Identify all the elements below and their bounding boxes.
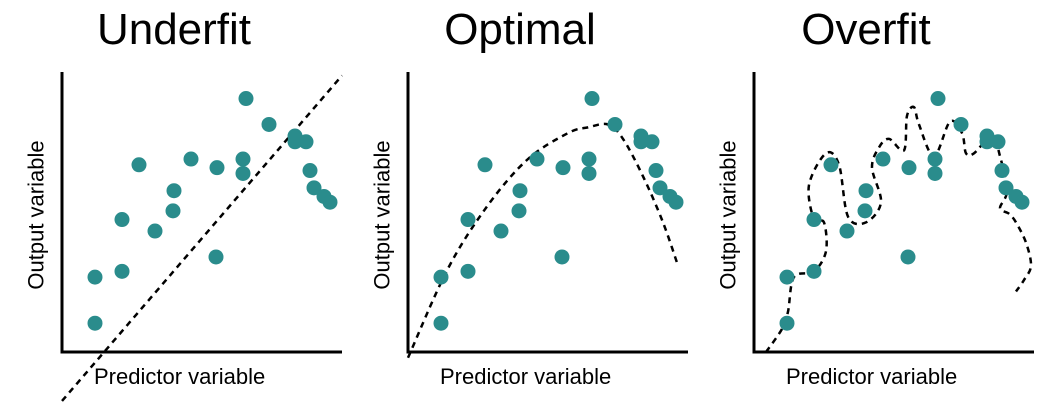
data-point	[511, 203, 527, 219]
data-point	[114, 263, 130, 279]
data-point	[147, 223, 163, 239]
data-point	[779, 315, 795, 331]
data-point	[322, 194, 338, 210]
data-point	[460, 263, 476, 279]
data-point	[779, 269, 795, 285]
data-point	[238, 91, 254, 107]
data-point	[433, 315, 449, 331]
data-point	[998, 180, 1014, 196]
data-point	[529, 151, 545, 167]
data-point	[166, 183, 182, 199]
fit-curve	[406, 122, 680, 359]
data-point	[901, 160, 917, 176]
data-point	[839, 223, 855, 239]
data-point	[302, 163, 318, 179]
data-point	[208, 249, 224, 265]
data-point	[581, 151, 597, 167]
x-axis-label: Predictor variable	[786, 364, 958, 389]
data-point	[979, 128, 995, 144]
underfit-plot	[60, 72, 343, 402]
data-point	[493, 223, 509, 239]
data-point	[584, 91, 600, 107]
underfit-panel: Underfit Predictor variable Output varia…	[0, 0, 348, 402]
data-point	[306, 180, 322, 196]
data-point	[477, 157, 493, 173]
data-point	[823, 157, 839, 173]
data-point	[235, 151, 251, 167]
data-point	[990, 134, 1006, 150]
optimal-panel: Optimal Predictor variable Output variab…	[346, 0, 694, 402]
data-point	[87, 315, 103, 331]
data-point	[806, 212, 822, 228]
x-axis-label: Predictor variable	[94, 364, 266, 389]
data-point	[668, 194, 684, 210]
data-point	[633, 128, 649, 144]
data-point	[433, 269, 449, 285]
data-point	[235, 165, 251, 181]
y-axis-label: Output variable	[369, 140, 395, 290]
y-axis-label: Output variable	[23, 140, 49, 290]
data-point	[900, 249, 916, 265]
data-point	[581, 165, 597, 181]
chart-title: Overfit	[801, 5, 931, 54]
data-point	[460, 212, 476, 228]
data-point	[114, 212, 130, 228]
data-point	[927, 165, 943, 181]
data-point	[607, 116, 623, 132]
data-point	[652, 180, 668, 196]
chart-title: Underfit	[96, 5, 252, 54]
data-point	[648, 163, 664, 179]
data-point	[209, 160, 225, 176]
chart-title: Optimal	[444, 5, 596, 54]
data-point	[953, 116, 969, 132]
data-point	[165, 203, 181, 219]
data-point	[927, 151, 943, 167]
y-axis-label: Output variable	[715, 140, 741, 290]
data-point	[806, 263, 822, 279]
data-point	[554, 249, 570, 265]
data-point	[1014, 194, 1030, 210]
data-point	[287, 128, 303, 144]
data-point	[857, 203, 873, 219]
data-point	[555, 160, 571, 176]
data-point	[875, 151, 891, 167]
overfit-panel: Overfit Predictor variable Output variab…	[692, 0, 1040, 402]
overfit-plot	[752, 72, 1034, 354]
data-point	[183, 151, 199, 167]
fit-curve	[764, 105, 1033, 353]
data-point	[131, 157, 147, 173]
data-point	[87, 269, 103, 285]
data-point	[298, 134, 314, 150]
data-point	[930, 91, 946, 107]
data-point	[994, 163, 1010, 179]
x-axis-label: Predictor variable	[440, 364, 612, 389]
optimal-plot	[406, 72, 688, 359]
data-point	[261, 116, 277, 132]
data-point	[644, 134, 660, 150]
data-point	[858, 183, 874, 199]
data-point	[512, 183, 528, 199]
